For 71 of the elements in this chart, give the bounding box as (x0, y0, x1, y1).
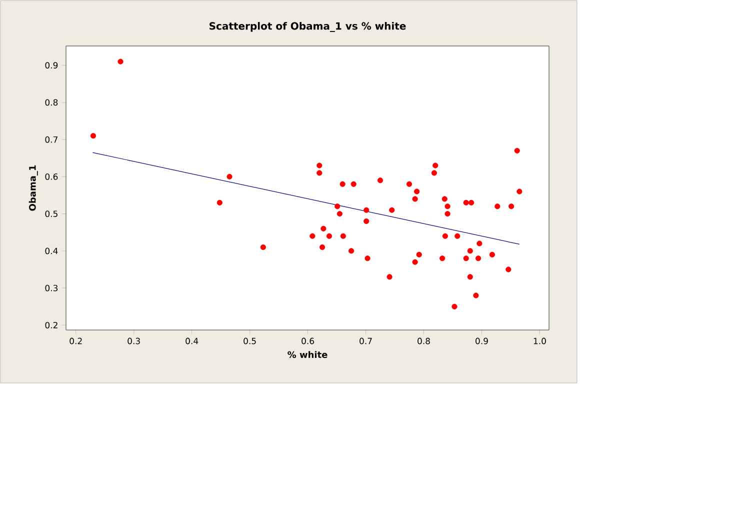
point (463, 200, 469, 206)
point (334, 204, 340, 210)
point (350, 181, 356, 187)
point (389, 207, 395, 213)
point (508, 204, 514, 210)
point (489, 252, 495, 258)
point (310, 233, 316, 239)
point (475, 256, 482, 262)
point (340, 233, 346, 239)
point (316, 162, 322, 168)
point (226, 174, 232, 180)
point (412, 259, 418, 265)
x-tick-label: 0.5 (244, 338, 256, 344)
point (463, 256, 469, 262)
point (364, 256, 370, 262)
point (444, 210, 450, 217)
x-tick-label: 0.9 (476, 338, 488, 344)
point (340, 181, 346, 187)
y-tick-label: 0.9 (45, 62, 58, 69)
point (454, 233, 460, 239)
point (444, 204, 450, 210)
x-tick-label: 0.4 (186, 338, 198, 344)
point (467, 274, 473, 280)
point (377, 178, 384, 184)
x-tick-label: 0.7 (360, 338, 372, 344)
point (364, 207, 370, 213)
x-tick-label: 0.2 (70, 338, 82, 344)
point (473, 292, 479, 298)
point (326, 233, 332, 239)
y-tick-label: 0.2 (45, 322, 58, 328)
y-tick-label: 0.5 (45, 210, 58, 218)
y-tick-label: 0.3 (45, 284, 58, 292)
point (416, 252, 422, 258)
point (442, 196, 448, 202)
point (506, 266, 512, 272)
x-tick-label: 0.6 (302, 338, 314, 344)
point (414, 188, 420, 194)
point (431, 170, 437, 176)
chart-title: Scatterplot of Obama_1 vs % white (210, 22, 406, 32)
point (364, 218, 370, 224)
y-tick-label: 0.7 (45, 136, 58, 143)
point (412, 196, 418, 202)
x-tick-label: 1.0 (534, 338, 546, 344)
point (468, 200, 474, 206)
x-tick-label: 0.8 (418, 338, 430, 344)
y-tick-label: 0.6 (45, 173, 58, 180)
point (440, 256, 446, 262)
point (386, 274, 392, 280)
point (316, 170, 322, 176)
point (467, 248, 473, 254)
point (432, 162, 438, 168)
point (319, 244, 326, 250)
y-tick-label: 0.8 (45, 99, 58, 106)
point (260, 244, 266, 250)
point (476, 240, 482, 246)
point (442, 233, 448, 239)
point (494, 204, 500, 210)
x-axis-title: % white (288, 351, 328, 358)
y-axis-title: Obama_1 (28, 165, 38, 211)
point (216, 200, 222, 206)
point (90, 133, 96, 139)
point (320, 226, 326, 232)
point (348, 248, 354, 254)
point (118, 58, 124, 64)
point (514, 148, 520, 154)
point (452, 304, 458, 310)
point (336, 210, 342, 217)
point (516, 188, 522, 194)
x-tick-label: 0.3 (128, 338, 140, 344)
point (406, 181, 412, 187)
y-tick-label: 0.4 (45, 248, 58, 254)
